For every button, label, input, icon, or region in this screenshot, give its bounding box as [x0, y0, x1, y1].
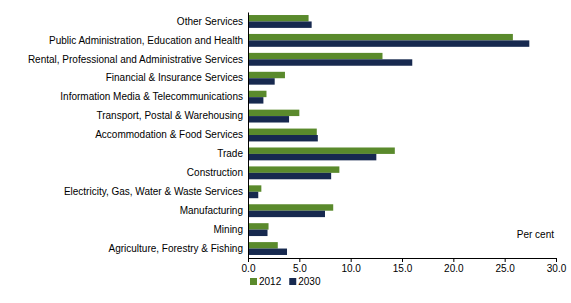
- legend-label: 2012: [259, 276, 282, 287]
- x-tick-mark: [351, 258, 352, 262]
- x-tick-label: 20.0: [444, 263, 464, 274]
- y-tick: Trade: [217, 148, 248, 159]
- legend: 2012 2030: [250, 276, 321, 287]
- y-tick-label: Public Administration, Education and Hea…: [49, 35, 243, 46]
- x-tick-mark: [505, 258, 506, 262]
- legend-item: 2030: [289, 276, 321, 287]
- bar: [248, 34, 513, 40]
- y-tick: Transport, Postal & Warehousing: [96, 110, 248, 121]
- y-axis-line: [248, 13, 249, 259]
- y-tick-label: Financial & Insurance Services: [106, 72, 243, 83]
- bar: [248, 192, 258, 198]
- chart: 0.0 5.0 10.0 15.0 20.0 25.0 30.0 Other Services…: [0, 0, 571, 303]
- x-tick-mark: [556, 258, 557, 262]
- bar: [248, 21, 312, 27]
- y-tick: Agriculture, Forestry & Fishing: [109, 243, 249, 254]
- legend-swatch: [250, 278, 257, 285]
- bar: [248, 249, 287, 255]
- y-tick-label: Rental, Professional and Administrative …: [28, 54, 243, 65]
- y-tick-label: Construction: [187, 167, 243, 178]
- x-tick-mark: [248, 258, 249, 262]
- legend-label: 2030: [298, 276, 321, 287]
- bar: [248, 204, 333, 210]
- legend-swatch: [289, 278, 296, 285]
- y-tick: Mining: [214, 224, 248, 235]
- bars: [248, 15, 529, 255]
- x-tick-label: 0.0: [242, 263, 256, 274]
- y-tick: Other Services: [177, 16, 248, 27]
- bar: [248, 15, 309, 21]
- x-tick: 25.0: [495, 258, 515, 274]
- legend-item: 2012: [250, 276, 282, 287]
- y-tick: Public Administration, Education and Hea…: [49, 35, 248, 46]
- bar: [248, 59, 412, 65]
- bar: [248, 91, 266, 97]
- y-tick-label: Accommodation & Food Services: [95, 129, 243, 140]
- bar: [248, 173, 331, 179]
- bar: [248, 147, 395, 153]
- x-tick-label: 30.0: [547, 263, 567, 274]
- y-tick-label: Manufacturing: [180, 205, 243, 216]
- x-tick-label: 25.0: [495, 263, 515, 274]
- y-tick: Information Media & Telecommunications: [60, 91, 248, 102]
- bar: [248, 116, 289, 122]
- y-tick: Manufacturing: [180, 205, 248, 216]
- y-tick-label: Trade: [217, 148, 243, 159]
- y-tick-label: Transport, Postal & Warehousing: [96, 110, 243, 121]
- x-tick-mark: [299, 258, 300, 262]
- bar: [248, 223, 269, 229]
- y-tick-label: Other Services: [177, 16, 243, 27]
- bar: [248, 242, 278, 248]
- bar: [248, 166, 339, 172]
- y-tick: Accommodation & Food Services: [95, 129, 248, 140]
- plot-area: 0.0 5.0 10.0 15.0 20.0 25.0 30.0 Other Services…: [28, 13, 567, 275]
- x-tick: 5.0: [293, 258, 307, 274]
- x-tick: 15.0: [393, 258, 413, 274]
- y-tick-label: Mining: [214, 224, 243, 235]
- x-tick: 30.0: [547, 258, 567, 274]
- x-tick-mark: [453, 258, 454, 262]
- y-tick: Construction: [187, 167, 248, 178]
- bar: [248, 110, 299, 116]
- x-axis: 0.0 5.0 10.0 15.0 20.0 25.0 30.0: [242, 258, 567, 274]
- bar: [248, 135, 318, 141]
- bar: [248, 211, 325, 217]
- y-tick: Financial & Insurance Services: [106, 72, 248, 83]
- y-tick: Electricity, Gas, Water & Waste Services: [64, 186, 248, 197]
- x-axis-line: [249, 259, 557, 263]
- y-tick-label: Information Media & Telecommunications: [60, 91, 243, 102]
- bar: [248, 53, 382, 59]
- bar: [248, 40, 529, 46]
- x-tick-label: 15.0: [393, 263, 413, 274]
- bar: [248, 185, 261, 191]
- y-tick: Rental, Professional and Administrative …: [28, 54, 248, 65]
- x-tick-mark: [402, 258, 403, 262]
- bar: [248, 154, 376, 160]
- y-tick-label: Agriculture, Forestry & Fishing: [109, 243, 244, 254]
- bar: [248, 78, 275, 84]
- annotation: Per cent: [517, 229, 554, 240]
- bar: [248, 72, 285, 78]
- bar: [248, 97, 263, 103]
- x-tick-label: 10.0: [341, 263, 361, 274]
- y-tick-label: Electricity, Gas, Water & Waste Services: [64, 186, 243, 197]
- y-axis: Other Services Public Administration, Edu…: [28, 13, 249, 259]
- x-tick: 10.0: [341, 258, 361, 274]
- x-tick: 20.0: [444, 258, 464, 274]
- bar: [248, 230, 268, 236]
- bar: [248, 129, 317, 135]
- x-tick: 0.0: [242, 258, 256, 274]
- x-tick-label: 5.0: [293, 263, 307, 274]
